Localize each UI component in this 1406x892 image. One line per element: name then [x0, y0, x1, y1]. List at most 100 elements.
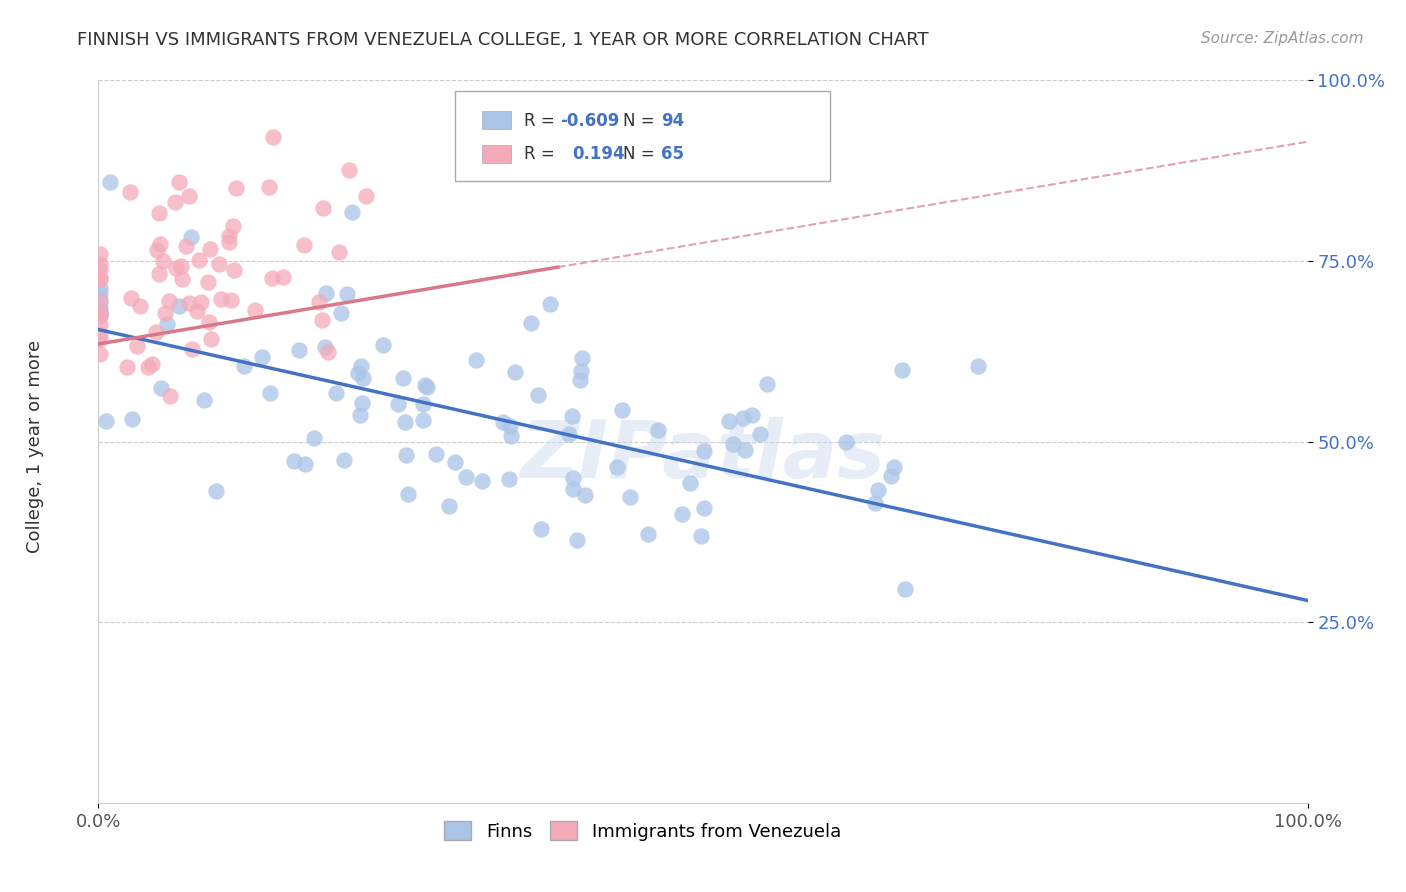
Point [152, 253, 174, 268]
Point [89, 301, 111, 315]
Point [136, 359, 159, 374]
Text: -0.609: -0.609 [561, 112, 620, 129]
FancyBboxPatch shape [456, 91, 830, 181]
Point [89, 318, 111, 332]
Point [349, 408, 371, 422]
Point [190, 295, 212, 310]
Text: N =: N = [623, 145, 659, 163]
Point [159, 389, 181, 403]
Point [292, 238, 315, 252]
Point [610, 403, 633, 417]
Point [294, 457, 316, 471]
Point [89, 307, 111, 321]
Point [354, 189, 377, 203]
Point [894, 582, 917, 597]
Point [222, 263, 245, 277]
Point [571, 351, 593, 366]
Point [561, 483, 583, 497]
Point [565, 533, 588, 547]
Point [89, 305, 111, 319]
Point [520, 316, 543, 330]
Point [163, 195, 186, 210]
Point [89, 293, 111, 308]
Point [180, 342, 202, 356]
Point [721, 437, 744, 451]
Point [145, 325, 167, 339]
Point [200, 332, 222, 346]
Point [193, 392, 215, 407]
Point [865, 496, 887, 510]
Point [174, 239, 197, 253]
Point [561, 409, 583, 423]
Point [232, 359, 254, 374]
Point [883, 459, 905, 474]
Point [425, 447, 447, 461]
Point [967, 359, 990, 373]
Point [259, 385, 281, 400]
Point [571, 364, 593, 378]
Point [395, 448, 418, 462]
Point [187, 252, 209, 267]
Point [179, 189, 201, 203]
Point [170, 259, 193, 273]
Point [89, 271, 111, 285]
Text: 94: 94 [661, 112, 683, 129]
Point [148, 267, 170, 281]
Point [394, 415, 416, 429]
Point [499, 419, 522, 434]
Point [311, 312, 333, 326]
Point [387, 397, 409, 411]
Point [333, 453, 356, 467]
Point [89, 246, 111, 260]
Point [129, 300, 152, 314]
Point [562, 471, 585, 485]
Point [260, 271, 283, 285]
Point [170, 272, 193, 286]
Legend: Finns, Immigrants from Venezuela: Finns, Immigrants from Venezuela [437, 814, 848, 848]
Point [177, 296, 200, 310]
Point [262, 130, 284, 145]
Point [89, 308, 111, 322]
Point [197, 275, 219, 289]
Point [312, 201, 335, 215]
Text: R =: R = [524, 112, 560, 129]
Point [325, 385, 347, 400]
Point [149, 381, 172, 395]
Point [250, 351, 273, 365]
Point [209, 293, 232, 307]
Point [157, 293, 180, 308]
Point [347, 366, 370, 380]
Text: ZIPatlas: ZIPatlas [520, 417, 886, 495]
Point [89, 347, 111, 361]
Point [287, 343, 309, 357]
Point [456, 470, 478, 484]
Point [530, 522, 553, 536]
Point [879, 469, 901, 483]
Point [89, 327, 111, 342]
Point [336, 287, 359, 301]
Point [569, 373, 592, 387]
Point [538, 297, 561, 311]
Point [153, 306, 176, 320]
Text: 0.194: 0.194 [572, 145, 626, 163]
Point [890, 363, 912, 377]
Point [503, 365, 526, 379]
Point [412, 413, 434, 427]
Point [392, 371, 415, 385]
Text: College, 1 year or more: College, 1 year or more [27, 340, 44, 552]
Point [243, 303, 266, 318]
Point [89, 263, 111, 277]
Point [316, 345, 339, 359]
Point [352, 371, 374, 385]
Point [731, 411, 754, 425]
FancyBboxPatch shape [482, 112, 510, 129]
Point [186, 303, 208, 318]
Point [225, 181, 247, 195]
Point [149, 236, 172, 251]
Point [89, 286, 111, 301]
Point [156, 318, 179, 332]
Point [222, 219, 245, 233]
Point [89, 293, 111, 307]
Point [146, 244, 169, 258]
Point [413, 378, 436, 392]
